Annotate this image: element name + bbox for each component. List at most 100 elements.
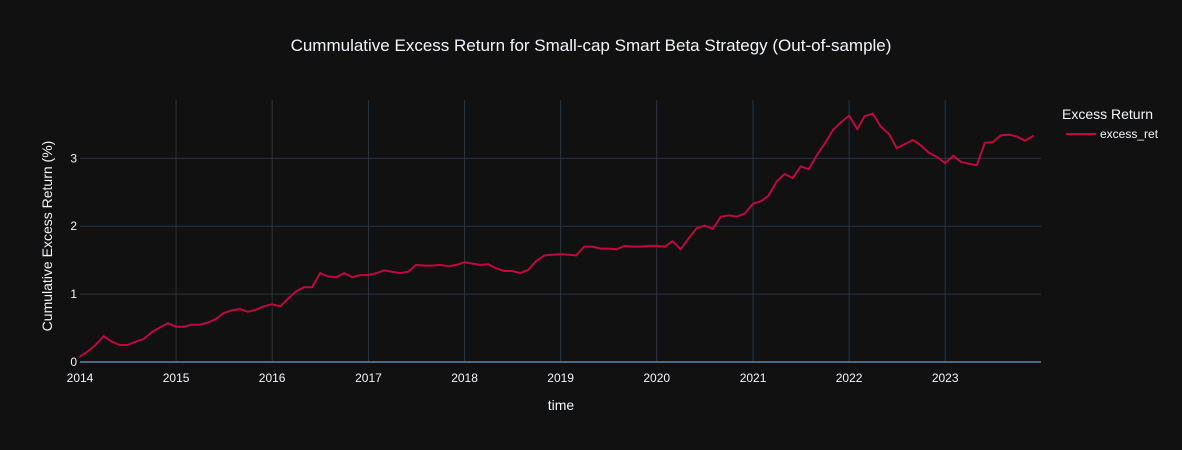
data-point[interactable] [912, 139, 914, 141]
data-point[interactable] [575, 254, 578, 257]
data-point[interactable] [407, 270, 410, 273]
data-point[interactable] [952, 154, 955, 157]
data-point[interactable] [206, 321, 209, 324]
data-point[interactable] [159, 326, 161, 329]
data-point[interactable] [832, 128, 834, 131]
data-point[interactable] [279, 305, 282, 308]
data-point[interactable] [703, 224, 706, 227]
data-point[interactable] [335, 276, 338, 279]
data-point[interactable] [599, 247, 602, 250]
data-point[interactable] [727, 214, 730, 217]
data-point[interactable] [959, 160, 962, 163]
data-point[interactable] [543, 254, 546, 257]
data-point[interactable] [230, 309, 233, 312]
data-point[interactable] [567, 253, 570, 256]
data-point[interactable] [591, 245, 594, 248]
data-point[interactable] [359, 274, 362, 277]
data-point[interactable] [143, 338, 145, 340]
data-point[interactable] [711, 228, 714, 230]
data-point[interactable] [807, 168, 810, 171]
data-point[interactable] [503, 270, 506, 272]
data-point[interactable] [79, 355, 81, 358]
legend[interactable]: Excess Return excess_ret [1062, 106, 1159, 141]
data-point[interactable] [263, 305, 265, 308]
data-point[interactable] [583, 245, 586, 248]
data-point[interactable] [736, 215, 738, 218]
data-point[interactable] [647, 245, 650, 247]
data-point[interactable] [559, 253, 562, 255]
data-point[interactable] [720, 215, 722, 218]
data-point[interactable] [783, 173, 786, 175]
data-point[interactable] [848, 114, 851, 117]
data-point[interactable] [447, 265, 450, 268]
data-point[interactable] [551, 253, 554, 256]
data-point[interactable] [399, 272, 401, 274]
data-point[interactable] [743, 212, 746, 215]
data-point[interactable] [775, 180, 778, 183]
plot-area[interactable] [79, 112, 1035, 358]
data-point[interactable] [527, 268, 530, 271]
data-point[interactable] [840, 121, 842, 124]
data-point[interactable] [824, 142, 826, 145]
data-point[interactable] [319, 272, 321, 274]
data-point[interactable] [863, 115, 866, 118]
data-point[interactable] [879, 125, 882, 128]
data-point[interactable] [535, 259, 538, 262]
data-point[interactable] [391, 270, 394, 273]
data-point[interactable] [439, 264, 442, 266]
data-point[interactable] [607, 247, 610, 250]
data-point[interactable] [150, 331, 153, 334]
data-point[interactable] [655, 245, 658, 247]
data-point[interactable] [967, 162, 970, 165]
data-point[interactable] [904, 143, 906, 146]
data-point[interactable] [1008, 133, 1011, 136]
data-point[interactable] [511, 270, 514, 272]
data-point[interactable] [295, 290, 297, 293]
data-point[interactable] [887, 133, 890, 135]
data-point[interactable] [615, 248, 618, 251]
data-point[interactable] [247, 310, 249, 313]
data-point[interactable] [271, 303, 274, 306]
data-point[interactable] [190, 323, 193, 326]
data-point[interactable] [895, 147, 898, 150]
data-point[interactable] [767, 194, 770, 197]
data-point[interactable] [519, 272, 522, 274]
data-point[interactable] [383, 269, 385, 272]
data-point[interactable] [423, 264, 426, 267]
data-point[interactable] [920, 144, 922, 147]
data-point[interactable] [639, 245, 642, 248]
data-point[interactable] [311, 286, 314, 289]
data-point[interactable] [936, 156, 938, 158]
data-point[interactable] [1032, 135, 1035, 137]
data-point[interactable] [687, 237, 690, 240]
data-point[interactable] [287, 297, 289, 300]
data-point[interactable] [991, 141, 994, 143]
data-point[interactable] [343, 272, 346, 274]
data-point[interactable] [222, 312, 225, 315]
data-point[interactable] [799, 165, 802, 168]
data-point[interactable] [1016, 135, 1018, 138]
data-point[interactable] [126, 344, 129, 346]
data-point[interactable] [631, 245, 634, 248]
data-point[interactable] [375, 272, 378, 274]
data-point[interactable] [134, 340, 137, 343]
data-point[interactable] [975, 164, 978, 167]
data-point[interactable] [463, 261, 466, 264]
data-point[interactable] [487, 263, 490, 266]
data-point[interactable] [327, 275, 330, 278]
data-point[interactable] [671, 240, 674, 243]
data-point[interactable] [94, 344, 97, 346]
data-point[interactable] [752, 202, 754, 205]
data-point[interactable] [495, 267, 498, 270]
data-point[interactable] [871, 112, 874, 115]
data-point[interactable] [351, 276, 354, 279]
data-point[interactable] [183, 325, 186, 328]
data-point[interactable] [87, 350, 90, 353]
data-point[interactable] [431, 264, 434, 267]
data-point[interactable] [1000, 134, 1002, 137]
data-point[interactable] [679, 248, 682, 251]
data-point[interactable] [816, 154, 818, 156]
data-point[interactable] [175, 325, 177, 328]
data-point[interactable] [695, 227, 698, 230]
data-point[interactable] [1024, 139, 1027, 142]
